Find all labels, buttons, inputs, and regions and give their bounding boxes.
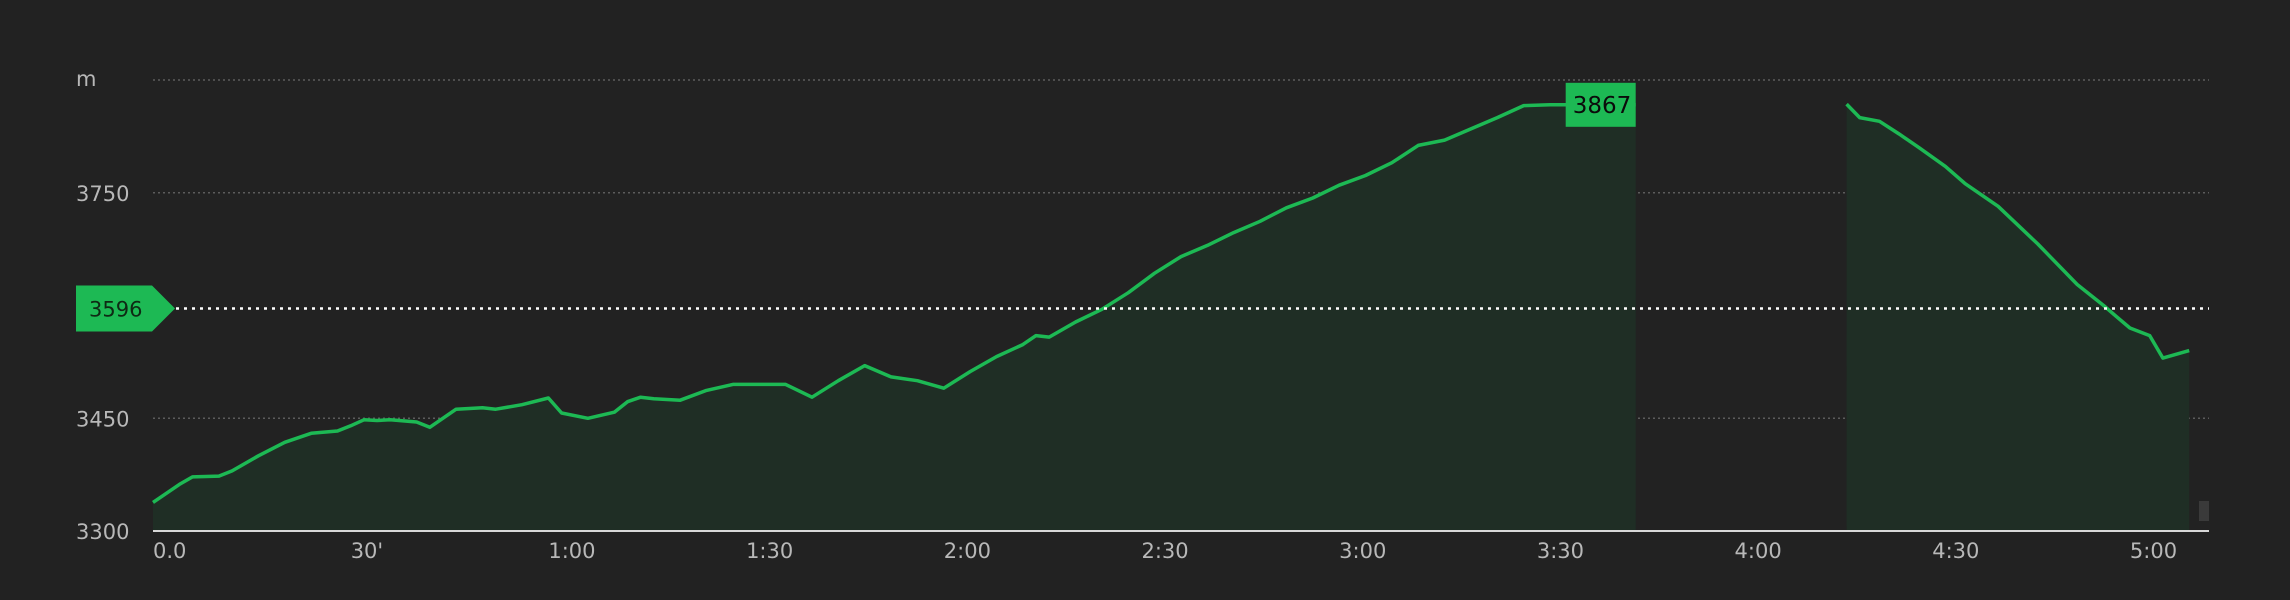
x-tick-label: 3:00 [1339,539,1386,563]
x-tick-label: 0.0 [153,539,186,563]
area-fill [153,104,1636,532]
reference-value-label: 3596 [89,298,142,322]
x-tick-label: 4:30 [1932,539,1979,563]
elevation-line [1845,102,2190,360]
x-tick-label: 4:00 [1735,539,1782,563]
y-tick-labels: 3300 3450 3750 [76,182,129,544]
area-fills [153,104,2190,532]
max-value-label: 3867 [1573,93,1632,119]
x-tick-labels: 0.0 30' 1:00 1:30 2:00 2:30 3:00 3:30 4:00 4:30 5:… [153,539,2177,563]
reference-badge[interactable]: 3596 [76,285,175,332]
x-tick-label: 2:00 [944,539,991,563]
max-badge: 3867 [1565,82,1636,127]
max-badge-shape [1565,82,1636,127]
y-tick-label: 3300 [76,520,129,544]
y-tick-label: 3750 [76,182,129,206]
x-tick-label: 5:00 [2130,539,2177,563]
area-fill [1846,104,2190,531]
elevation-line [152,103,1636,504]
x-tick-label: 3:30 [1537,539,1584,563]
series-lines [152,102,2190,504]
y-unit-label: m [76,67,96,91]
x-tick-label: 1:30 [746,539,793,563]
reference-badge-shape [76,285,175,332]
x-tick-label: 1:00 [548,539,595,563]
y-tick-label: 3450 [76,407,129,431]
x-tick-label: 30' [351,539,384,563]
x-tick-label: 2:30 [1141,539,1188,563]
scroll-handle[interactable] [2199,501,2209,521]
